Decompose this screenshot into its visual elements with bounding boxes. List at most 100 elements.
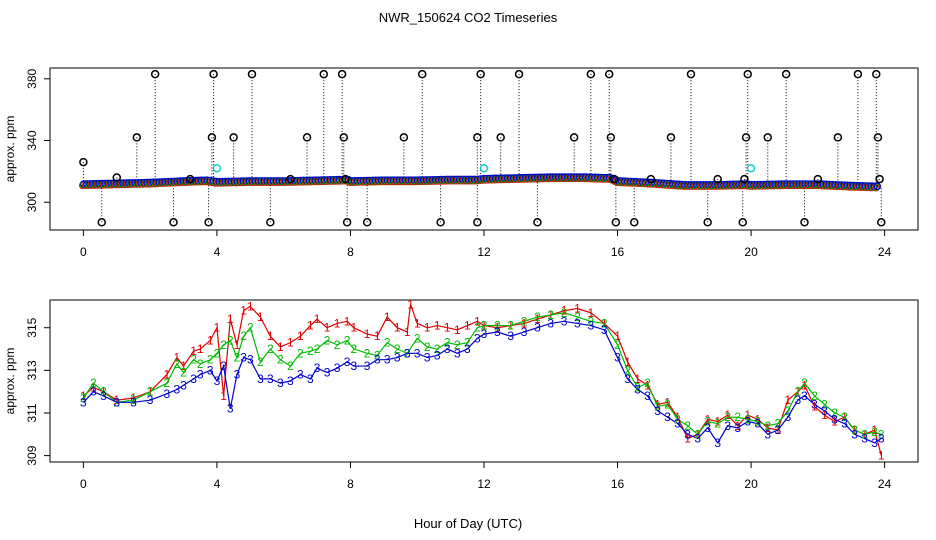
series-3-point: 3 <box>734 421 741 435</box>
series-1-point: 1 <box>180 359 187 373</box>
series-1-point: 1 <box>694 427 701 441</box>
plot-frame <box>49 67 919 231</box>
series-2-point: 2 <box>841 410 848 424</box>
series-3-point: 3 <box>634 383 641 397</box>
series-1-point: 1 <box>374 329 381 343</box>
series-2-point: 2 <box>287 359 294 373</box>
series-2-point: 2 <box>374 348 381 362</box>
series-1-point: 1 <box>240 304 247 318</box>
outlier-point <box>473 218 482 227</box>
series-3-point: 3 <box>297 368 304 382</box>
outlier-point <box>79 157 88 167</box>
outlier-point <box>533 218 542 227</box>
series-2-point: 2 <box>861 427 868 441</box>
outlier-point <box>436 218 445 227</box>
series-1-point: 1 <box>644 378 651 392</box>
series-1-point: 1 <box>384 310 391 324</box>
series-3-point: 3 <box>234 368 241 382</box>
series-1-point: 1 <box>344 314 351 328</box>
outlier-point <box>703 218 712 227</box>
series-3-point: 3 <box>744 415 751 429</box>
series-3-point: 3 <box>350 359 357 373</box>
series-2-line <box>82 312 882 436</box>
outlier-point <box>319 69 329 79</box>
y-tick-label: 380 <box>25 68 39 88</box>
outlier-point <box>399 133 409 142</box>
outlier-point <box>813 174 823 184</box>
outlier-point <box>496 133 505 142</box>
outlier-point <box>342 218 352 227</box>
series-2-point: 2 <box>364 346 371 360</box>
series-2-point: 2 <box>130 393 137 407</box>
series-1-point: 1 <box>407 297 414 311</box>
series-3-point: 3 <box>774 423 781 437</box>
series-1-point: 1 <box>130 391 137 405</box>
series-1-line <box>82 304 882 456</box>
series-1-point: 1 <box>257 310 264 324</box>
series-3-point: 3 <box>851 427 858 441</box>
series-1-point: 1 <box>494 321 501 335</box>
series-3-point: 3 <box>174 383 181 397</box>
outlier-point <box>741 133 751 142</box>
series-3-point: 3 <box>180 378 187 392</box>
series-3-point: 3 <box>694 432 701 446</box>
series-1-point: 1 <box>287 336 294 350</box>
series-3-point: 3 <box>130 395 137 409</box>
series-2-point: 2 <box>587 314 594 328</box>
series-2-point: 2 <box>297 346 304 360</box>
series-3-point: 3 <box>364 359 371 373</box>
series-3-point: 3 <box>374 353 381 367</box>
series-2-point: 2 <box>744 412 751 426</box>
figure-title: NWR_150624 CO2 Timeseries <box>379 10 558 25</box>
y-axis-label: approx. ppm <box>3 348 17 415</box>
outlier-point <box>763 133 773 142</box>
series-3-point: 3 <box>454 346 461 360</box>
series-1-point: 1 <box>534 312 541 326</box>
series-3-point: 3 <box>674 417 681 431</box>
outlier-point <box>132 133 142 142</box>
y-tick-label: 309 <box>25 445 39 465</box>
series-3-point: 3 <box>307 372 314 386</box>
x-axis-label: Hour of Day (UTC) <box>414 516 522 531</box>
series-3-point: 3 <box>534 321 541 335</box>
series-2-point: 2 <box>277 353 284 367</box>
series-1-point: 1 <box>764 421 771 435</box>
series-1-point: 1 <box>507 319 514 333</box>
series-2-point: 2 <box>247 321 254 335</box>
outlier-point <box>286 174 295 184</box>
outlier-point <box>609 174 619 184</box>
series-3-point: 3 <box>214 374 221 388</box>
outlier-point <box>738 218 747 227</box>
outlier-point <box>629 218 639 227</box>
series-2-point: 2 <box>474 321 481 335</box>
series-3-point: 3 <box>624 372 631 386</box>
series-1-point: 1 <box>841 410 848 424</box>
series-2-point: 2 <box>113 395 120 409</box>
outlier-point <box>606 133 616 142</box>
series-1-point: 1 <box>784 393 791 407</box>
series-2-point: 2 <box>674 412 681 426</box>
series-1-point: 1 <box>464 319 471 333</box>
series-3-point: 3 <box>831 412 838 426</box>
series-2-point: 2 <box>821 397 828 411</box>
outlier-point <box>569 133 579 142</box>
series-2-point: 2 <box>521 314 528 328</box>
series-3-point: 3 <box>147 393 154 407</box>
series-2-point: 2 <box>257 355 264 369</box>
series-2-point: 2 <box>714 417 721 431</box>
series-3-point: 3 <box>90 385 97 399</box>
y-tick-label: 313 <box>25 360 39 380</box>
series-2-point: 2 <box>574 310 581 324</box>
outlier-point <box>207 133 217 142</box>
outlier-point <box>740 174 749 184</box>
series-2-point: 2 <box>704 415 711 429</box>
series-1-point: 1 <box>147 385 154 399</box>
y-tick-label: 340 <box>25 130 39 150</box>
outlier-point <box>875 174 884 184</box>
series-2-point: 2 <box>614 338 621 352</box>
series-1-point: 1 <box>561 304 568 318</box>
series-1-point: 1 <box>734 419 741 433</box>
outlier-point <box>872 69 881 79</box>
